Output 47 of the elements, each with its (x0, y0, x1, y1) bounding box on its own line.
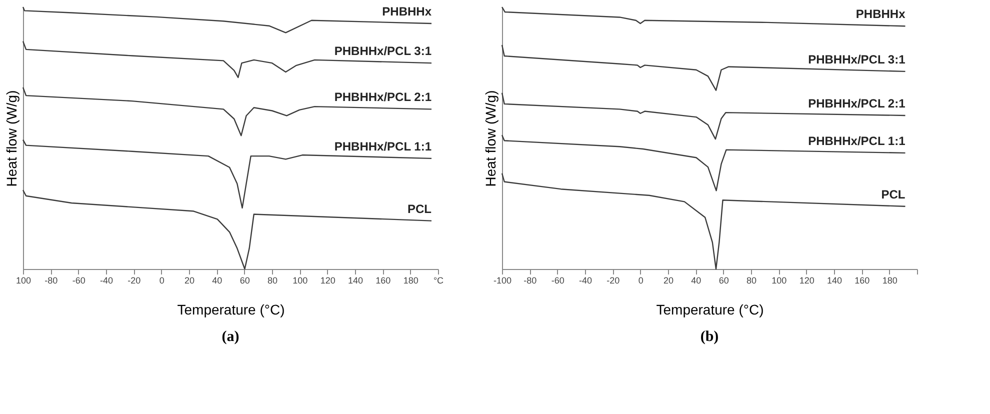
x-tick-label: 0 (159, 276, 164, 286)
x-tick-label: 100 (292, 276, 308, 286)
x-tick-label: 120 (320, 276, 336, 286)
series-label: PCL (408, 202, 432, 216)
x-tick-label: 120 (799, 276, 814, 286)
x-tick-label: -60 (551, 276, 564, 286)
x-axis-title: Temperature (°C) (177, 302, 285, 318)
x-tick-label: 40 (212, 276, 222, 286)
x-tick-label: -80 (44, 276, 58, 286)
x-tick-label: 160 (854, 276, 870, 286)
text: (b) (700, 329, 719, 345)
x-tick-label: 20 (663, 276, 674, 286)
x-tick-label: 0 (638, 276, 644, 286)
x-tick-label: °C (433, 276, 444, 286)
x-tick-label: 140 (348, 276, 364, 286)
series-label: PHBHHx/PCL 1:1 (334, 139, 432, 154)
series-label: PHBHHx (856, 7, 906, 22)
x-tick-label: 180 (403, 276, 418, 286)
series-label: PHBHHx/PCL 2:1 (334, 90, 432, 104)
x-tick-label: 100 (772, 276, 787, 286)
x-tick-label: 20 (184, 276, 195, 286)
x-tick-label: 180 (882, 276, 898, 286)
x-tick-label: -60 (72, 276, 86, 286)
x-tick-label: -40 (578, 276, 592, 286)
y-axis-title: Heat flow (W/g) (4, 90, 20, 187)
x-tick-label: 80 (267, 276, 278, 286)
series-label: PHBHHx/PCL 1:1 (808, 134, 906, 148)
x-tick-label: 60 (240, 276, 250, 286)
x-axis-title: Temperature (°C) (656, 302, 764, 318)
y-axis-title: Heat flow (W/g) (482, 90, 498, 187)
x-tick-label: 160 (376, 276, 391, 286)
series-label: PHBHHx/PCL 2:1 (808, 96, 906, 110)
x-tick-label: 60 (718, 276, 729, 286)
x-tick-label: -100 (493, 276, 512, 286)
series-label: PHBHHx (382, 4, 432, 19)
x-tick-label: 100 (16, 276, 32, 286)
series-label: PCL (881, 187, 906, 202)
x-tick-label: 140 (826, 276, 842, 286)
x-tick-label: -80 (524, 276, 537, 286)
x-tick-label: -40 (100, 276, 114, 286)
x-tick-label: 40 (691, 276, 702, 286)
text: (a) (222, 329, 240, 345)
series-label: PHBHHx/PCL 3:1 (808, 52, 906, 66)
x-tick-label: 80 (746, 276, 757, 286)
series-label: PHBHHx/PCL 3:1 (334, 44, 432, 58)
x-tick-label: -20 (606, 276, 620, 286)
x-tick-label: -20 (128, 276, 141, 286)
